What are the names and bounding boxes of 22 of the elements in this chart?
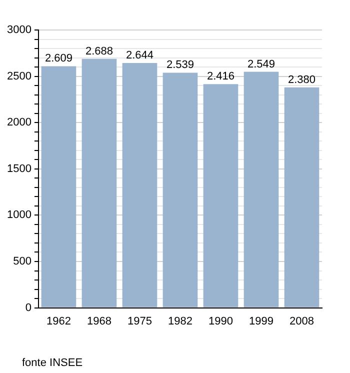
data-label: 2.380: [288, 74, 316, 86]
data-label: 2.539: [166, 59, 194, 72]
y-tick-label: 3000: [6, 24, 32, 36]
y-tick-label: 2000: [6, 116, 32, 129]
y-tick-label: 1500: [6, 162, 32, 175]
x-tick-label: 1968: [86, 315, 112, 328]
y-tick-label: 2500: [6, 70, 32, 82]
data-label: 2.609: [44, 52, 72, 65]
data-label: 2.416: [206, 70, 235, 83]
source-note: fonte INSEE: [22, 357, 83, 369]
x-tick-label: 1962: [46, 315, 71, 328]
x-tick-label: 1999: [249, 315, 274, 328]
x-tick-label: 1990: [208, 315, 233, 328]
data-label: 2.644: [126, 49, 154, 62]
y-tick-label: 0: [25, 302, 32, 314]
x-tick-label: 2008: [290, 315, 314, 328]
data-label: 2.688: [85, 45, 113, 58]
y-tick-label: 500: [13, 256, 32, 268]
x-tick-label: 1982: [168, 315, 192, 328]
y-tick-label: 1000: [6, 209, 32, 222]
data-label: 2.549: [247, 58, 276, 70]
x-tick-label: 1975: [127, 315, 152, 328]
